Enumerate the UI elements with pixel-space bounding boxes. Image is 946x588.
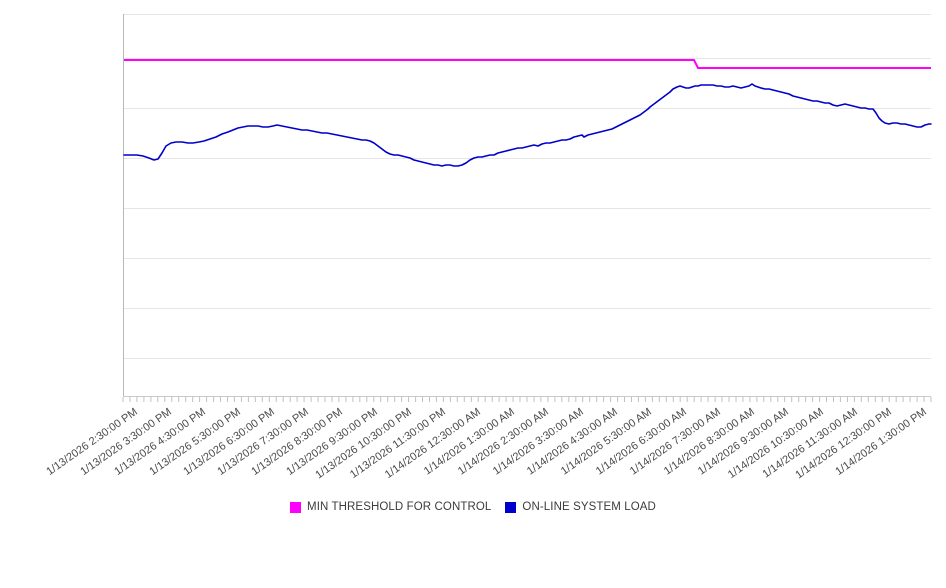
legend-swatch-blue	[505, 501, 517, 513]
legend-label: MIN THRESHOLD FOR CONTROL	[307, 501, 492, 513]
legend-item-on-line-system-load[interactable]: ON-LINE SYSTEM LOAD	[505, 501, 656, 513]
series-line-min-threshold-for-control	[124, 59, 931, 69]
legend-swatch-magenta	[290, 501, 302, 513]
series-line-on-line-system-load	[123, 83, 932, 167]
x-axis-tick-marks	[122, 397, 932, 402]
chart-plot-area	[122, 14, 932, 402]
plot-background	[123, 14, 931, 396]
legend-item-min-threshold-for-control[interactable]: MIN THRESHOLD FOR CONTROL	[290, 501, 491, 513]
horizontal-gridlines	[123, 14, 931, 359]
chart-legend: MIN THRESHOLD FOR CONTROL ON-LINE SYSTEM…	[0, 497, 946, 517]
legend-label: ON-LINE SYSTEM LOAD	[522, 501, 656, 513]
chart-container: 1/13/2026 2:30:00 PM 1/13/2026 3:30:00 PM…	[0, 14, 946, 517]
